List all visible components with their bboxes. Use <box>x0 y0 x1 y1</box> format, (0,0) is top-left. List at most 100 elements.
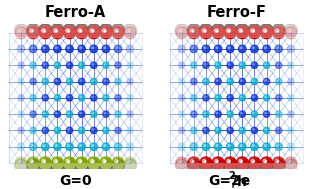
Circle shape <box>204 129 206 130</box>
Circle shape <box>179 62 185 68</box>
Circle shape <box>275 45 283 53</box>
Bar <box>143 24 148 169</box>
Circle shape <box>31 112 33 114</box>
Circle shape <box>228 144 230 147</box>
Circle shape <box>19 129 21 130</box>
Circle shape <box>30 29 33 32</box>
Circle shape <box>55 30 57 32</box>
Circle shape <box>29 143 37 150</box>
Circle shape <box>19 144 21 147</box>
Circle shape <box>54 62 60 68</box>
Circle shape <box>102 159 106 163</box>
Circle shape <box>251 45 258 53</box>
Circle shape <box>63 157 76 169</box>
Circle shape <box>239 29 242 32</box>
Circle shape <box>263 62 270 68</box>
Circle shape <box>192 30 194 32</box>
Circle shape <box>228 47 230 49</box>
Circle shape <box>240 63 242 65</box>
Circle shape <box>277 30 279 32</box>
Circle shape <box>236 157 249 169</box>
Circle shape <box>204 80 206 81</box>
Circle shape <box>228 112 230 114</box>
Circle shape <box>92 144 94 147</box>
Bar <box>3 24 23 169</box>
Bar <box>130 24 148 169</box>
Circle shape <box>285 26 297 39</box>
Circle shape <box>180 30 182 32</box>
Circle shape <box>39 24 52 37</box>
Circle shape <box>116 30 118 32</box>
Circle shape <box>116 129 118 130</box>
Bar <box>293 24 309 169</box>
Circle shape <box>67 144 70 147</box>
Circle shape <box>227 78 233 85</box>
Circle shape <box>79 144 82 147</box>
Circle shape <box>187 24 200 37</box>
Circle shape <box>66 95 73 101</box>
Bar <box>3 24 10 169</box>
Circle shape <box>116 47 118 49</box>
Circle shape <box>30 95 36 101</box>
Circle shape <box>191 62 197 68</box>
Bar <box>295 24 309 169</box>
Circle shape <box>212 24 225 37</box>
Circle shape <box>115 111 121 117</box>
Circle shape <box>224 157 236 169</box>
Circle shape <box>55 96 57 98</box>
Circle shape <box>112 159 124 172</box>
Circle shape <box>240 47 242 49</box>
Circle shape <box>66 159 70 163</box>
Bar <box>128 24 148 169</box>
Circle shape <box>15 157 27 169</box>
Circle shape <box>204 96 206 98</box>
Bar <box>306 24 309 169</box>
Circle shape <box>265 112 266 114</box>
Circle shape <box>264 47 266 49</box>
Circle shape <box>276 78 282 85</box>
Circle shape <box>227 62 233 68</box>
Circle shape <box>80 30 82 32</box>
Circle shape <box>43 129 45 130</box>
Bar <box>142 24 148 169</box>
Circle shape <box>212 26 224 39</box>
Circle shape <box>116 80 118 81</box>
Circle shape <box>55 112 57 114</box>
Circle shape <box>103 111 109 117</box>
Circle shape <box>91 62 97 68</box>
Circle shape <box>272 24 285 37</box>
Circle shape <box>124 26 136 39</box>
Circle shape <box>204 47 206 49</box>
Circle shape <box>68 63 70 65</box>
Circle shape <box>202 45 210 53</box>
Circle shape <box>202 143 210 150</box>
Circle shape <box>253 129 255 130</box>
Circle shape <box>248 26 261 39</box>
Circle shape <box>104 112 106 114</box>
Circle shape <box>78 95 85 101</box>
Circle shape <box>88 157 100 169</box>
Circle shape <box>91 127 97 134</box>
Circle shape <box>75 159 88 172</box>
Bar <box>3 24 28 169</box>
Bar <box>3 24 15 169</box>
Circle shape <box>31 129 33 130</box>
Circle shape <box>115 127 121 134</box>
Circle shape <box>42 95 49 101</box>
Circle shape <box>277 96 279 98</box>
Circle shape <box>227 111 233 117</box>
Bar <box>164 24 184 169</box>
Bar <box>164 163 309 169</box>
Circle shape <box>127 78 133 85</box>
Circle shape <box>128 161 130 162</box>
Bar <box>299 24 309 169</box>
Circle shape <box>192 161 194 162</box>
Circle shape <box>87 159 100 172</box>
Circle shape <box>192 112 194 114</box>
Circle shape <box>127 95 133 101</box>
Circle shape <box>54 95 60 101</box>
Circle shape <box>251 111 258 117</box>
Bar <box>164 24 173 169</box>
Circle shape <box>43 63 45 65</box>
Circle shape <box>116 112 118 114</box>
